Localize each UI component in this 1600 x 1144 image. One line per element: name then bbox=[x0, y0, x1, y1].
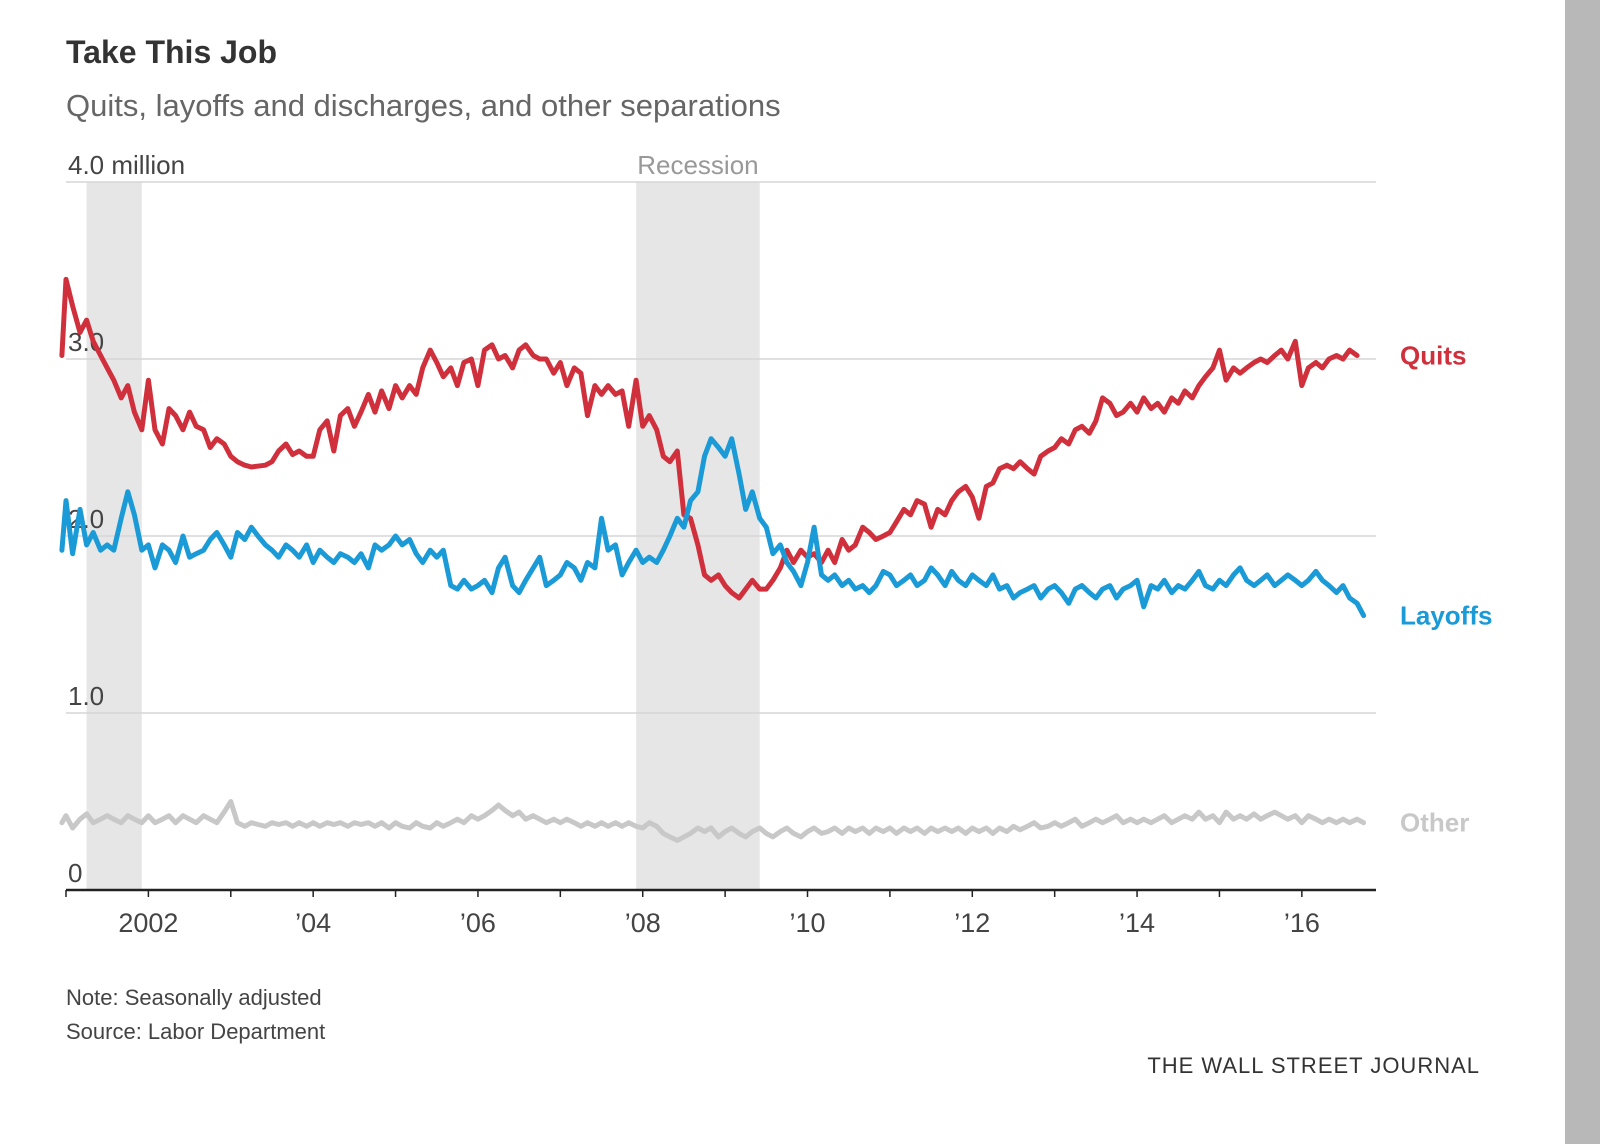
recession-label: Recession bbox=[637, 150, 758, 180]
series-line-other bbox=[59, 799, 1367, 843]
series-label-quits: Quits bbox=[1400, 340, 1466, 370]
x-tick-label: ’06 bbox=[460, 908, 496, 938]
y-tick-label: 0 bbox=[68, 858, 82, 888]
chart-source: Source: Labor Department bbox=[66, 1019, 326, 1044]
x-tick-label: ’10 bbox=[789, 908, 825, 938]
x-tick-label: ’16 bbox=[1284, 908, 1320, 938]
series-line-layoffs bbox=[59, 436, 1367, 619]
series-label-layoffs: Layoffs bbox=[1400, 601, 1492, 631]
series-label-other: Other bbox=[1400, 808, 1469, 838]
x-tick-label: ’04 bbox=[295, 908, 331, 938]
x-tick-label: ’08 bbox=[625, 908, 661, 938]
series-line-quits bbox=[59, 276, 1360, 601]
x-tick-label: ’12 bbox=[954, 908, 990, 938]
chart-title: Take This Job bbox=[66, 34, 278, 70]
chart-note: Note: Seasonally adjusted bbox=[66, 985, 322, 1010]
x-tick-label: ’14 bbox=[1119, 908, 1155, 938]
chart-subtitle: Quits, layoffs and discharges, and other… bbox=[66, 88, 781, 123]
scrollbar-track[interactable] bbox=[1565, 0, 1600, 1144]
publisher-brand: THE WALL STREET JOURNAL bbox=[1147, 1053, 1480, 1078]
y-tick-label: 1.0 bbox=[68, 681, 104, 711]
chart-figure: Take This Job Quits, layoffs and dischar… bbox=[59, 34, 1492, 1078]
line-chart: 01.02.03.04.0 million RecessionQuitsLayof… bbox=[59, 150, 1492, 938]
x-tick-label: 2002 bbox=[118, 908, 178, 938]
y-tick-label: 4.0 million bbox=[68, 150, 185, 180]
